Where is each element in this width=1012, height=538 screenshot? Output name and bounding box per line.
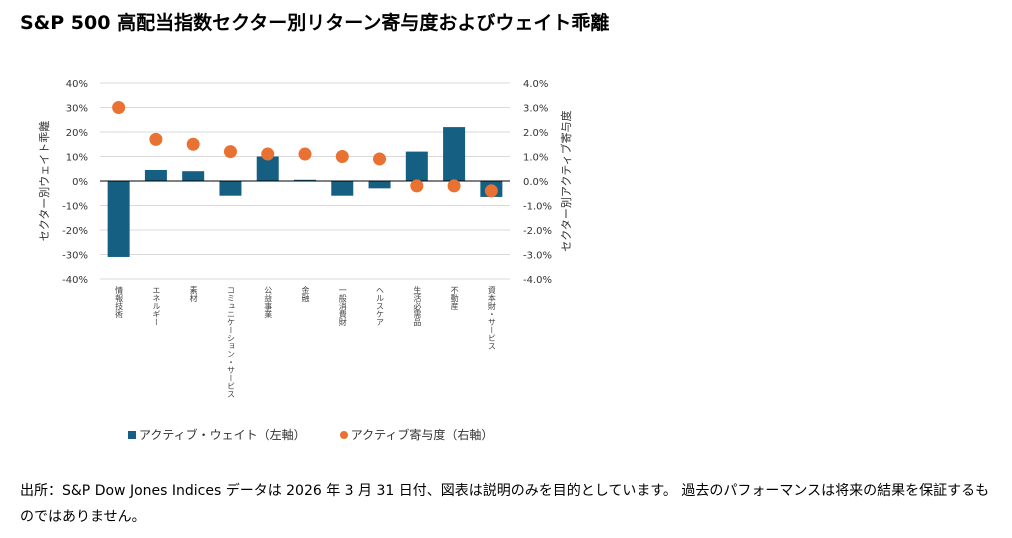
dot-4	[261, 147, 275, 161]
dot-8	[410, 179, 424, 193]
category-label: 不動産	[450, 286, 460, 310]
category-label: 素材	[189, 286, 199, 302]
bar-6	[331, 181, 354, 196]
category-label: 情報技術	[114, 286, 124, 318]
left-tick-label: 0%	[72, 177, 88, 188]
bar-8	[405, 151, 428, 181]
bar-4	[256, 156, 279, 181]
chart-title: S&P 500 高配当指数セクター別リターン寄与度およびウェイト乖離	[20, 12, 610, 34]
legend-item-contribution: アクティブ寄与度（右軸）	[339, 426, 494, 443]
legend: アクティブ・ウェイト（左軸） アクティブ寄与度（右軸）	[128, 426, 493, 443]
dot-1	[149, 132, 163, 146]
right-tick-label: 3.0%	[523, 104, 548, 115]
category-label: 公益事業	[263, 286, 273, 318]
right-axis-title: セクター別アクティブ寄与度	[559, 110, 573, 251]
left-tick-label: -20%	[62, 226, 88, 237]
left-tick-label: -30%	[62, 251, 88, 262]
bar-7	[368, 181, 391, 189]
left-axis-title: セクター別ウェイト乖離	[37, 121, 51, 242]
dot-0	[112, 101, 126, 114]
bar-5	[294, 179, 316, 181]
right-tick-label: 2.0%	[523, 128, 548, 139]
right-tick-label: 0.0%	[523, 177, 548, 188]
dot-2	[186, 137, 200, 151]
legend-item-weight: アクティブ・ウェイト（左軸）	[128, 426, 306, 443]
category-label: 一般消費財	[338, 286, 348, 326]
dot-7	[373, 152, 387, 166]
bar-2	[182, 171, 205, 181]
dot-9	[447, 179, 461, 193]
left-tick-label: -10%	[62, 202, 88, 213]
category-label: 資本財・サービス	[487, 286, 497, 350]
legend-swatch-dot	[339, 431, 348, 439]
left-tick-label: 10%	[66, 153, 88, 164]
left-tick-label: 40%	[66, 79, 88, 90]
legend-label: アクティブ寄与度（右軸）	[350, 428, 494, 442]
left-tick-label: -40%	[62, 275, 88, 286]
right-tick-label: 4.0%	[523, 79, 548, 90]
right-tick-label: -4.0%	[523, 275, 552, 286]
bar-0	[107, 181, 130, 257]
category-label: 生活必需品	[412, 286, 422, 326]
legend-label: アクティブ・ウェイト（左軸）	[139, 428, 306, 442]
left-tick-label: 30%	[66, 104, 88, 115]
dot-5	[298, 147, 312, 161]
right-tick-label: -2.0%	[523, 226, 552, 237]
category-label: ヘルスケア	[375, 286, 385, 326]
bar-3	[219, 181, 242, 196]
category-label: コミュニケーション・サービス	[226, 286, 236, 398]
category-label: 金融	[301, 286, 310, 302]
right-tick-label: -1.0%	[523, 202, 552, 213]
legend-swatch-square	[128, 431, 136, 439]
bar-9	[443, 127, 466, 181]
source-note: 出所：S&P Dow Jones Indices データは 2026 年 3 月…	[20, 483, 990, 525]
right-tick-label: 1.0%	[523, 153, 548, 164]
dot-3	[223, 145, 237, 159]
bar-1	[144, 169, 167, 181]
left-tick-label: 20%	[66, 128, 88, 139]
dot-10	[484, 184, 498, 198]
category-label: エネルギー	[151, 286, 161, 326]
chart: 40% 4.0% 30% 3.0% 20% 2.0% 10% 1.0% 0% 0.0% -10% -1…	[37, 79, 573, 286]
right-tick-label: -3.0%	[523, 251, 552, 262]
dot-6	[335, 150, 349, 163]
